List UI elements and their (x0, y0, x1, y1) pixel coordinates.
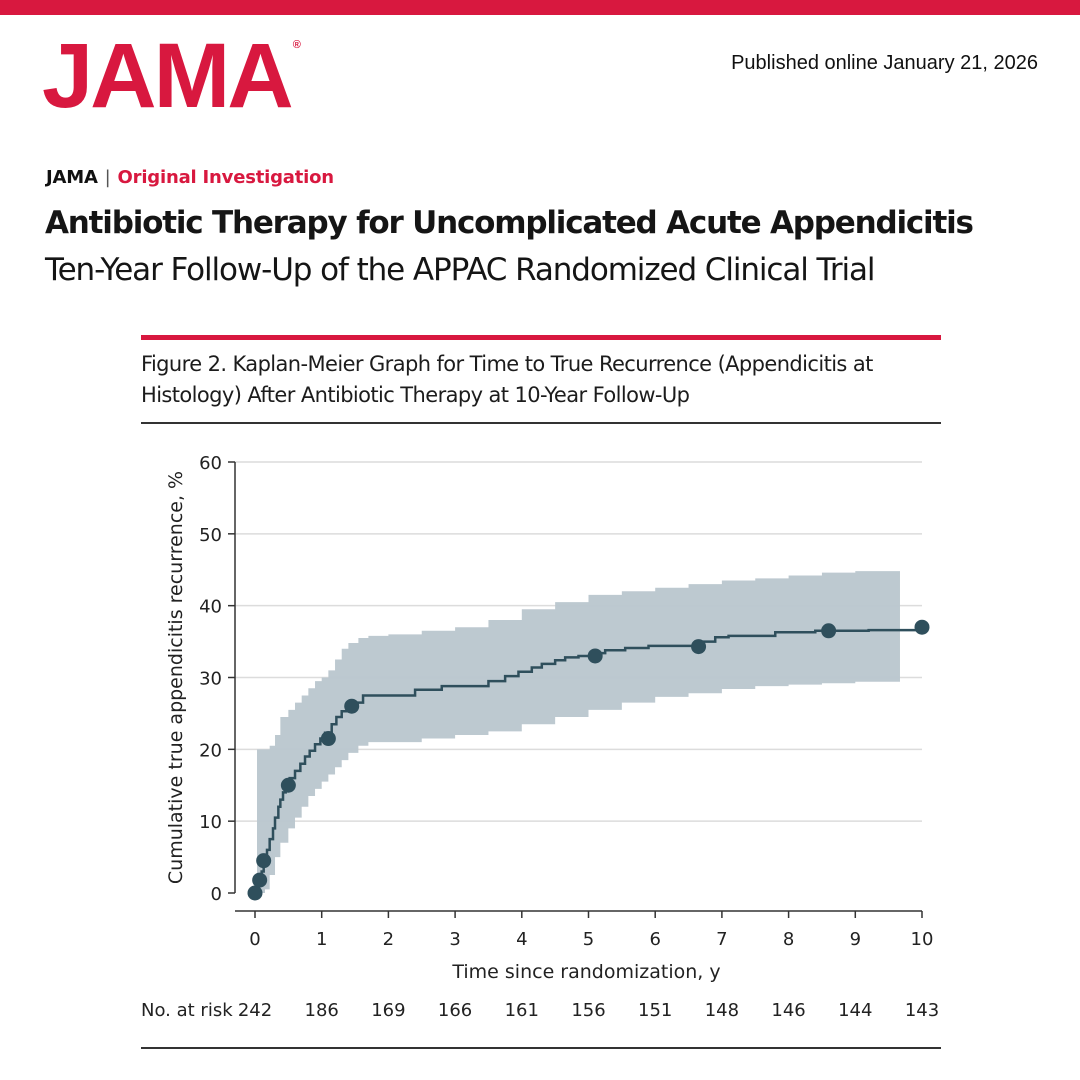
top-accent-bar (0, 0, 1080, 15)
risk-value: 146 (771, 1000, 805, 1021)
logo-text: JAMA (42, 25, 294, 127)
article-subtitle: Ten-Year Follow-Up of the APPAC Randomiz… (45, 252, 875, 288)
x-tick-label: 8 (783, 929, 794, 950)
figure-bottom-rule (141, 1047, 941, 1049)
risk-value: 186 (305, 1000, 339, 1021)
data-point (320, 731, 336, 747)
x-tick-label: 2 (383, 929, 394, 950)
data-point (821, 623, 837, 639)
risk-value: 156 (571, 1000, 605, 1021)
y-tick-label: 20 (199, 740, 222, 761)
y-axis-label: Cumulative true appendicitis recurrence,… (165, 471, 187, 884)
journal-section-line: JAMA | Original Investigation (46, 167, 334, 188)
x-tick-label: 0 (249, 929, 260, 950)
y-tick-label: 40 (199, 597, 222, 618)
section-label[interactable]: Original Investigation (117, 167, 335, 188)
y-tick-label: 50 (199, 525, 222, 546)
separator: | (104, 167, 111, 188)
y-tick-label: 60 (199, 453, 222, 474)
y-tick-label: 0 (211, 884, 222, 905)
data-point (691, 639, 707, 655)
figure-caption-rule (141, 422, 941, 424)
x-tick-label: 6 (649, 929, 660, 950)
x-tick-label: 7 (716, 929, 727, 950)
risk-value: 169 (371, 1000, 405, 1021)
y-tick-label: 10 (199, 812, 222, 833)
data-point (587, 648, 603, 664)
risk-value: 242 (238, 1000, 272, 1021)
x-tick-label: 5 (583, 929, 594, 950)
y-tick-label: 30 (199, 669, 222, 690)
marker-layer (247, 619, 930, 901)
data-point (252, 872, 268, 888)
data-point (280, 777, 296, 793)
journal-name: JAMA (46, 167, 98, 188)
risk-value: 143 (905, 1000, 939, 1021)
data-point (914, 619, 930, 635)
x-tick-label: 3 (449, 929, 460, 950)
logo-registered-mark: ® (292, 39, 301, 51)
data-point (256, 853, 272, 869)
article-title: Antibiotic Therapy for Uncomplicated Acu… (45, 205, 974, 241)
published-date: Published online January 21, 2026 (731, 52, 1038, 74)
axis-layer: 0 10 20 30 40 50 60 0 1 2 3 4 5 6 7 8 9 10 (199, 453, 933, 950)
x-tick-label: 1 (316, 929, 327, 950)
risk-table-values: 242 186 169 166 161 156 151 148 146 144 143 (238, 1000, 939, 1021)
data-point (344, 698, 360, 714)
risk-table-label: No. at risk (141, 1000, 233, 1021)
figure-caption: Figure 2. Kaplan-Meier Graph for Time to… (141, 352, 873, 407)
x-tick-label: 4 (516, 929, 527, 950)
risk-value: 161 (505, 1000, 539, 1021)
jama-logo[interactable]: JAMA ® (42, 30, 301, 122)
risk-value: 151 (638, 1000, 672, 1021)
risk-value: 148 (705, 1000, 739, 1021)
x-tick-label: 9 (850, 929, 861, 950)
x-tick-label: 10 (911, 929, 934, 950)
x-axis-label: Time since randomization, y (451, 961, 720, 983)
risk-value: 144 (838, 1000, 872, 1021)
data-point (247, 885, 263, 901)
risk-value: 166 (438, 1000, 472, 1021)
confidence-band (257, 571, 900, 893)
figure-top-rule (141, 335, 941, 340)
